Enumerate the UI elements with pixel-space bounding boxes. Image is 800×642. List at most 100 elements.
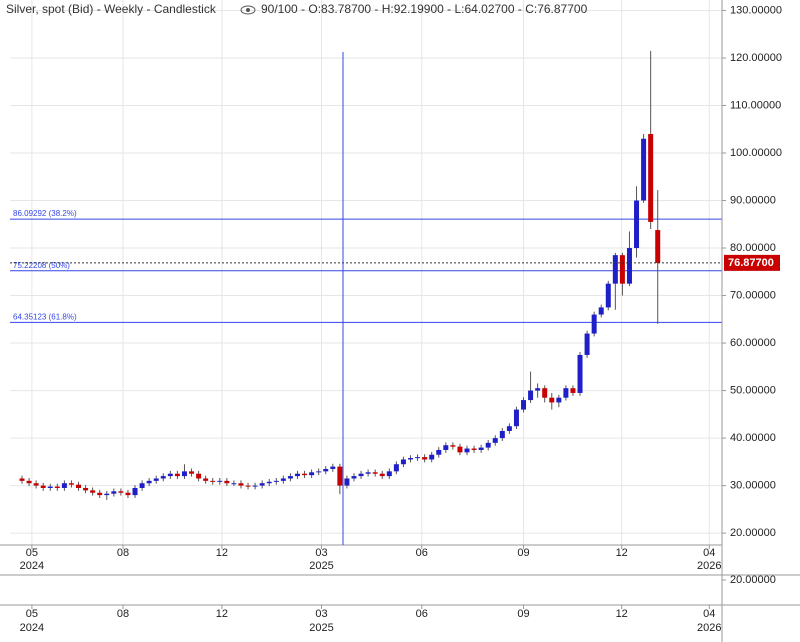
candle-body <box>422 457 428 460</box>
candle-body <box>210 480 216 482</box>
candle-body <box>316 471 322 473</box>
candle-body <box>189 471 195 474</box>
candle-body <box>492 438 498 443</box>
candle-body <box>655 230 661 263</box>
candle-body <box>443 445 449 450</box>
y-tick-label: 20.00000 <box>730 574 776 586</box>
candle-body <box>386 471 392 477</box>
x-tick-label: 05 <box>26 608 38 620</box>
y-tick-label: 40.00000 <box>730 432 776 444</box>
x-tick-label: 12 <box>216 608 228 620</box>
candle-body <box>181 471 187 477</box>
x-tick-year: 2026 <box>697 622 721 634</box>
candle-body <box>90 490 96 493</box>
x-tick-label: 04 <box>703 608 715 620</box>
candle-body <box>513 409 519 427</box>
x-tick-label: 09 <box>517 547 529 559</box>
x-tick-label: 08 <box>117 608 129 620</box>
x-tick-label: 05 <box>26 547 38 559</box>
y-tick-label: 100.00000 <box>730 147 782 159</box>
candle-body <box>61 483 67 488</box>
x-tick-label: 03 <box>315 547 327 559</box>
candle-body <box>351 476 357 479</box>
candle-body <box>400 459 406 465</box>
candle-body <box>612 255 618 284</box>
fib-level-label: 64.35123 (61.8%) <box>13 312 77 321</box>
candle-body <box>457 446 463 453</box>
eye-outline <box>240 5 256 15</box>
candle-body <box>365 472 371 474</box>
y-tick-label: 30.00000 <box>730 480 776 492</box>
candle-body <box>485 442 491 448</box>
candle-body <box>344 478 350 486</box>
eye-pupil <box>246 8 250 12</box>
candle-body <box>528 390 534 401</box>
y-tick-label: 120.00000 <box>730 52 782 64</box>
candle-body <box>563 388 569 398</box>
candle-body <box>104 493 110 496</box>
candle-body <box>626 248 632 284</box>
last-price-box <box>724 254 780 271</box>
candle-body <box>464 448 470 453</box>
candle-body <box>648 133 654 222</box>
y-tick-label: 20.00000 <box>730 527 776 539</box>
x-tick-year: 2025 <box>309 560 333 572</box>
y-tick-label: 60.00000 <box>730 337 776 349</box>
candle-body <box>577 354 583 393</box>
candle-body <box>273 480 279 482</box>
candle-body <box>83 487 89 491</box>
candle-body <box>471 448 477 450</box>
y-tick-label: 110.00000 <box>730 99 781 111</box>
candle-body <box>280 478 286 481</box>
candle-body <box>641 138 647 201</box>
x-tick-label: 06 <box>416 608 428 620</box>
ohlc-readout: 90/100 - O:83.78700 - H:92.19900 - L:64.… <box>261 2 588 16</box>
candle-body <box>450 445 456 447</box>
candle-body <box>174 473 180 477</box>
candle-body <box>436 449 442 455</box>
last-price-label: 76.87700 <box>728 257 774 269</box>
x-tick-year: 2026 <box>697 560 721 572</box>
candle-body <box>302 473 308 476</box>
candle-body <box>323 468 329 472</box>
candle-body <box>287 476 293 479</box>
candle-body <box>111 491 117 494</box>
y-tick-label: 130.00000 <box>730 4 782 16</box>
candle-body <box>393 464 399 472</box>
candle-body <box>259 483 265 486</box>
candle-body <box>542 388 548 398</box>
candle-body <box>506 426 512 431</box>
x-tick-label: 09 <box>517 608 529 620</box>
candle-body <box>40 485 46 488</box>
candle-body <box>570 388 576 393</box>
candle-body <box>203 478 209 481</box>
candle-body <box>521 400 527 410</box>
candle-body <box>245 485 251 487</box>
candle-body <box>605 283 611 308</box>
candle-body <box>358 473 364 477</box>
y-tick-label: 90.00000 <box>730 194 776 206</box>
x-tick-label: 12 <box>616 547 628 559</box>
candle-body <box>330 466 336 469</box>
candle-body <box>584 333 590 355</box>
candle-body <box>26 480 32 484</box>
candle-body <box>379 473 385 477</box>
candle-body <box>160 476 166 479</box>
x-tick-label: 03 <box>315 608 327 620</box>
candle-body <box>591 314 597 334</box>
y-tick-label: 50.00000 <box>730 384 776 396</box>
candle-body <box>54 486 60 488</box>
candle-body <box>478 447 484 450</box>
candle-body <box>231 483 237 485</box>
candle-body <box>556 397 562 403</box>
candle-body <box>118 491 124 493</box>
candle-body <box>139 483 145 488</box>
candle-body <box>196 473 202 479</box>
eye-icon[interactable] <box>240 5 256 15</box>
candle-body <box>408 458 413 460</box>
candle-body <box>634 200 640 249</box>
x-tick-year: 2025 <box>309 622 333 634</box>
candle-body <box>337 466 343 486</box>
x-tick-year: 2024 <box>20 560 44 572</box>
